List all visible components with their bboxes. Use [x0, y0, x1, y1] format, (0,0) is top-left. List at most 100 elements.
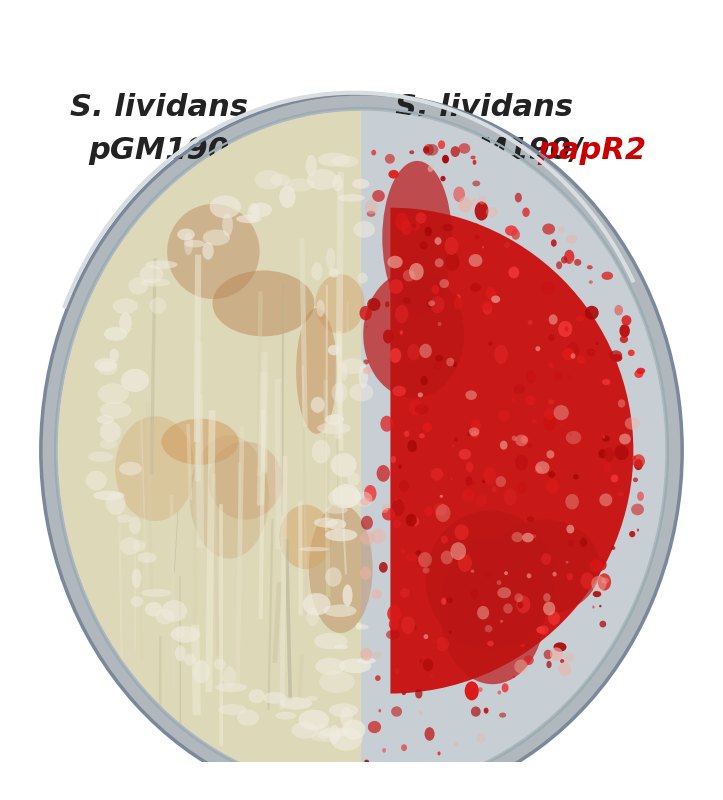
Ellipse shape	[433, 362, 442, 370]
Ellipse shape	[367, 210, 375, 217]
Ellipse shape	[609, 350, 623, 360]
Ellipse shape	[484, 467, 496, 485]
Ellipse shape	[312, 262, 322, 280]
Ellipse shape	[325, 567, 342, 586]
Ellipse shape	[543, 415, 556, 431]
Ellipse shape	[222, 214, 233, 236]
Ellipse shape	[88, 451, 114, 462]
Ellipse shape	[539, 626, 549, 635]
Ellipse shape	[400, 330, 403, 334]
Ellipse shape	[620, 336, 628, 343]
Ellipse shape	[106, 492, 126, 515]
Ellipse shape	[567, 573, 573, 581]
Ellipse shape	[634, 370, 643, 378]
Ellipse shape	[380, 416, 393, 432]
Ellipse shape	[339, 658, 371, 673]
Ellipse shape	[471, 706, 481, 717]
Ellipse shape	[409, 150, 414, 154]
Ellipse shape	[427, 166, 433, 172]
Ellipse shape	[549, 314, 557, 325]
Ellipse shape	[383, 330, 393, 343]
Ellipse shape	[592, 606, 594, 609]
Ellipse shape	[454, 524, 469, 540]
Ellipse shape	[568, 539, 573, 547]
Ellipse shape	[323, 605, 356, 617]
Ellipse shape	[574, 259, 581, 266]
Ellipse shape	[536, 626, 545, 634]
Ellipse shape	[494, 345, 508, 364]
Ellipse shape	[424, 727, 435, 741]
Ellipse shape	[471, 431, 479, 438]
Ellipse shape	[487, 641, 494, 646]
Ellipse shape	[401, 220, 412, 235]
Ellipse shape	[554, 642, 567, 652]
Ellipse shape	[472, 181, 480, 186]
Ellipse shape	[593, 591, 602, 597]
Ellipse shape	[458, 449, 471, 460]
Ellipse shape	[129, 278, 148, 294]
Ellipse shape	[93, 490, 124, 500]
Ellipse shape	[637, 491, 644, 501]
Ellipse shape	[208, 442, 283, 520]
Ellipse shape	[632, 454, 645, 468]
Ellipse shape	[388, 256, 403, 268]
Ellipse shape	[453, 186, 465, 202]
Ellipse shape	[315, 633, 348, 650]
Ellipse shape	[325, 506, 348, 514]
Ellipse shape	[401, 617, 415, 634]
Ellipse shape	[636, 368, 645, 374]
Ellipse shape	[565, 494, 579, 510]
Ellipse shape	[558, 321, 573, 337]
Ellipse shape	[591, 576, 607, 591]
Ellipse shape	[356, 622, 362, 630]
Ellipse shape	[617, 492, 624, 497]
Ellipse shape	[440, 176, 445, 182]
Ellipse shape	[466, 390, 477, 400]
Ellipse shape	[562, 348, 575, 361]
Ellipse shape	[566, 234, 577, 243]
Ellipse shape	[482, 246, 484, 248]
Ellipse shape	[456, 294, 461, 299]
Ellipse shape	[161, 600, 187, 622]
Ellipse shape	[622, 315, 631, 326]
Ellipse shape	[526, 574, 531, 578]
Ellipse shape	[330, 727, 362, 750]
Ellipse shape	[453, 362, 457, 367]
Ellipse shape	[522, 207, 530, 217]
Ellipse shape	[452, 445, 455, 447]
Ellipse shape	[513, 676, 515, 678]
Ellipse shape	[275, 712, 296, 720]
Ellipse shape	[325, 414, 344, 425]
Ellipse shape	[436, 285, 440, 287]
Ellipse shape	[280, 697, 312, 710]
Ellipse shape	[484, 625, 492, 632]
Ellipse shape	[367, 298, 380, 311]
Ellipse shape	[155, 609, 175, 625]
Ellipse shape	[543, 593, 551, 602]
Text: pGM190: pGM190	[88, 136, 230, 165]
Ellipse shape	[478, 687, 483, 692]
Ellipse shape	[385, 302, 390, 307]
Ellipse shape	[291, 722, 318, 738]
Ellipse shape	[430, 468, 443, 481]
Ellipse shape	[309, 504, 372, 633]
Ellipse shape	[556, 262, 562, 270]
Ellipse shape	[317, 722, 330, 739]
Ellipse shape	[629, 531, 636, 538]
Ellipse shape	[483, 303, 492, 314]
Ellipse shape	[458, 143, 471, 154]
Ellipse shape	[149, 298, 166, 314]
Ellipse shape	[570, 354, 576, 359]
Ellipse shape	[213, 270, 315, 336]
Ellipse shape	[354, 221, 375, 238]
Ellipse shape	[596, 342, 599, 345]
Ellipse shape	[466, 462, 474, 472]
Ellipse shape	[435, 504, 450, 522]
Ellipse shape	[471, 198, 478, 206]
Ellipse shape	[382, 748, 386, 753]
Ellipse shape	[566, 525, 574, 534]
Ellipse shape	[587, 265, 593, 270]
Ellipse shape	[145, 602, 163, 617]
Ellipse shape	[175, 646, 186, 662]
Ellipse shape	[411, 222, 419, 230]
